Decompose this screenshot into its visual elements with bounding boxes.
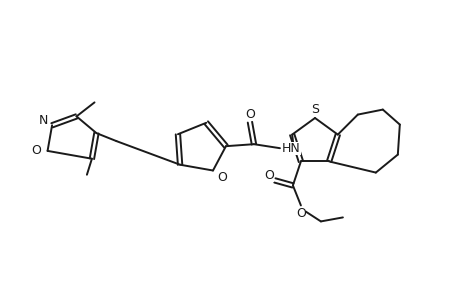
Text: S: S <box>310 103 318 116</box>
Text: N: N <box>39 114 48 127</box>
Text: O: O <box>32 144 41 158</box>
Text: O: O <box>263 169 273 182</box>
Text: O: O <box>217 171 226 184</box>
Text: O: O <box>295 207 305 220</box>
Text: O: O <box>245 108 254 121</box>
Text: HN: HN <box>281 142 300 155</box>
